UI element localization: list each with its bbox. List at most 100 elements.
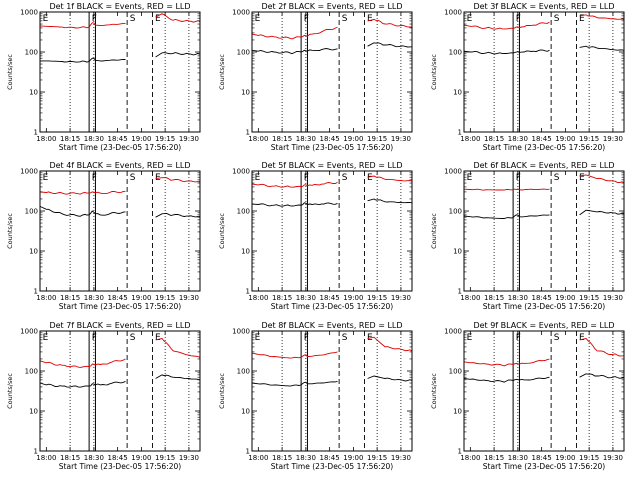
x-tick-label: 19:15 bbox=[367, 454, 387, 462]
panel-title: Det 9f BLACK = Events, RED = LLD bbox=[473, 321, 614, 330]
x-tick-label: 18:15 bbox=[484, 135, 504, 143]
x-tick-label: 18:45 bbox=[320, 294, 340, 302]
event-marker-label: F bbox=[92, 173, 97, 183]
panel: Det 1f BLACK = Events, RED = LLD Counts/s… bbox=[6, 2, 201, 152]
event-marker-label: E bbox=[255, 333, 261, 343]
event-marker-label: F bbox=[516, 333, 521, 343]
event-marker-label: S bbox=[554, 173, 560, 183]
x-axis-label: Start Time (23-Dec-05 17:56:20) bbox=[271, 462, 393, 471]
x-axis-label: Start Time (23-Dec-05 17:56:20) bbox=[483, 302, 605, 311]
event-marker-label: E bbox=[467, 173, 473, 183]
event-marker-label: F bbox=[304, 333, 309, 343]
x-tick-label: 18:30 bbox=[296, 135, 316, 143]
panel-title: Det 7f BLACK = Events, RED = LLD bbox=[49, 321, 190, 330]
y-tick-label: 100 bbox=[449, 49, 462, 57]
y-axis-label: Counts/sec bbox=[430, 54, 438, 90]
x-tick-label: 18:15 bbox=[60, 135, 80, 143]
x-tick-label: 18:15 bbox=[272, 294, 292, 302]
x-tick-label: 19:30 bbox=[391, 294, 411, 302]
panel-title: Det 8f BLACK = Events, RED = LLD bbox=[261, 321, 402, 330]
y-axis-label: Counts/sec bbox=[6, 373, 14, 409]
x-tick-label: 18:45 bbox=[108, 454, 128, 462]
event-marker-label: E bbox=[43, 333, 49, 343]
y-axis-label: Counts/sec bbox=[218, 373, 226, 409]
x-tick-label: 18:00 bbox=[248, 294, 268, 302]
event-marker-label: E bbox=[155, 14, 161, 24]
x-tick-label: 19:15 bbox=[367, 294, 387, 302]
y-axis-label: Counts/sec bbox=[6, 54, 14, 90]
event-marker-label: S bbox=[130, 333, 136, 343]
events-series-line bbox=[463, 373, 625, 383]
x-axis-label: Start Time (23-Dec-05 17:56:20) bbox=[59, 143, 181, 152]
plot-frame bbox=[251, 170, 413, 292]
y-tick-label: 100 bbox=[25, 49, 38, 57]
x-tick-label: 18:45 bbox=[532, 454, 552, 462]
y-axis-label: Counts/sec bbox=[430, 373, 438, 409]
events-series-line bbox=[39, 374, 201, 388]
x-tick-label: 18:00 bbox=[36, 294, 56, 302]
lld-series-line bbox=[39, 13, 201, 29]
panel-title: Det 2f BLACK = Events, RED = LLD bbox=[261, 2, 402, 11]
panel-title: Det 4f BLACK = Events, RED = LLD bbox=[49, 161, 190, 170]
event-marker-label: E bbox=[43, 14, 49, 24]
event-marker-label: S bbox=[342, 14, 348, 24]
y-tick-label: 1000 bbox=[444, 328, 462, 336]
x-tick-label: 19:30 bbox=[603, 294, 623, 302]
x-tick-label: 18:30 bbox=[84, 454, 104, 462]
event-marker-label: S bbox=[130, 173, 136, 183]
panel: Det 4f BLACK = Events, RED = LLD Counts/s… bbox=[6, 161, 201, 311]
events-series-line bbox=[39, 205, 201, 218]
x-tick-label: 18:45 bbox=[320, 454, 340, 462]
x-tick-label: 19:15 bbox=[579, 454, 599, 462]
y-tick-label: 100 bbox=[237, 208, 250, 216]
events-series-line bbox=[251, 375, 413, 387]
y-axis-label: Counts/sec bbox=[6, 213, 14, 249]
event-marker-label: E bbox=[155, 333, 161, 343]
x-tick-label: 19:30 bbox=[603, 454, 623, 462]
event-marker-label: E bbox=[43, 173, 49, 183]
x-tick-label: 18:30 bbox=[508, 135, 528, 143]
plot-frame bbox=[39, 11, 201, 133]
x-tick-label: 19:00 bbox=[343, 135, 363, 143]
y-tick-label: 1000 bbox=[232, 168, 250, 176]
x-tick-label: 18:15 bbox=[484, 454, 504, 462]
event-marker-label: E bbox=[367, 14, 373, 24]
x-tick-label: 19:15 bbox=[579, 294, 599, 302]
x-axis-label: Start Time (23-Dec-05 17:56:20) bbox=[59, 302, 181, 311]
x-axis-label: Start Time (23-Dec-05 17:56:20) bbox=[483, 143, 605, 152]
event-marker-label: S bbox=[342, 173, 348, 183]
event-marker-label: F bbox=[304, 14, 309, 24]
y-tick-label: 1000 bbox=[20, 9, 38, 17]
x-tick-label: 18:00 bbox=[460, 454, 480, 462]
y-tick-label: 1 bbox=[458, 288, 462, 296]
y-tick-label: 10 bbox=[453, 89, 462, 97]
x-tick-label: 18:00 bbox=[460, 135, 480, 143]
x-tick-label: 19:30 bbox=[391, 135, 411, 143]
events-series-line bbox=[40, 52, 201, 63]
panel: Det 2f BLACK = Events, RED = LLD Counts/s… bbox=[218, 2, 413, 152]
event-marker-label: E bbox=[255, 14, 261, 24]
panel-title: Det 3f BLACK = Events, RED = LLD bbox=[473, 2, 614, 11]
x-axis-label: Start Time (23-Dec-05 17:56:20) bbox=[59, 462, 181, 471]
panel: Det 6f BLACK = Events, RED = LLD Counts/s… bbox=[430, 161, 625, 311]
lld-series-line bbox=[251, 19, 413, 40]
plot-frame bbox=[251, 330, 413, 452]
x-tick-label: 18:00 bbox=[248, 135, 268, 143]
y-tick-label: 1000 bbox=[232, 328, 250, 336]
y-tick-label: 1000 bbox=[444, 168, 462, 176]
x-tick-label: 18:15 bbox=[484, 294, 504, 302]
lld-series-line bbox=[39, 177, 201, 195]
x-tick-label: 19:30 bbox=[603, 135, 623, 143]
x-tick-label: 18:30 bbox=[84, 294, 104, 302]
y-tick-label: 1 bbox=[34, 288, 38, 296]
y-tick-label: 10 bbox=[241, 248, 250, 256]
event-marker-label: F bbox=[92, 14, 97, 24]
x-tick-label: 19:30 bbox=[179, 294, 199, 302]
x-tick-label: 18:00 bbox=[36, 135, 56, 143]
x-tick-label: 19:30 bbox=[179, 454, 199, 462]
x-axis-label: Start Time (23-Dec-05 17:56:20) bbox=[271, 143, 393, 152]
x-tick-label: 18:15 bbox=[272, 454, 292, 462]
y-tick-label: 1 bbox=[246, 448, 250, 456]
x-tick-label: 19:30 bbox=[179, 135, 199, 143]
